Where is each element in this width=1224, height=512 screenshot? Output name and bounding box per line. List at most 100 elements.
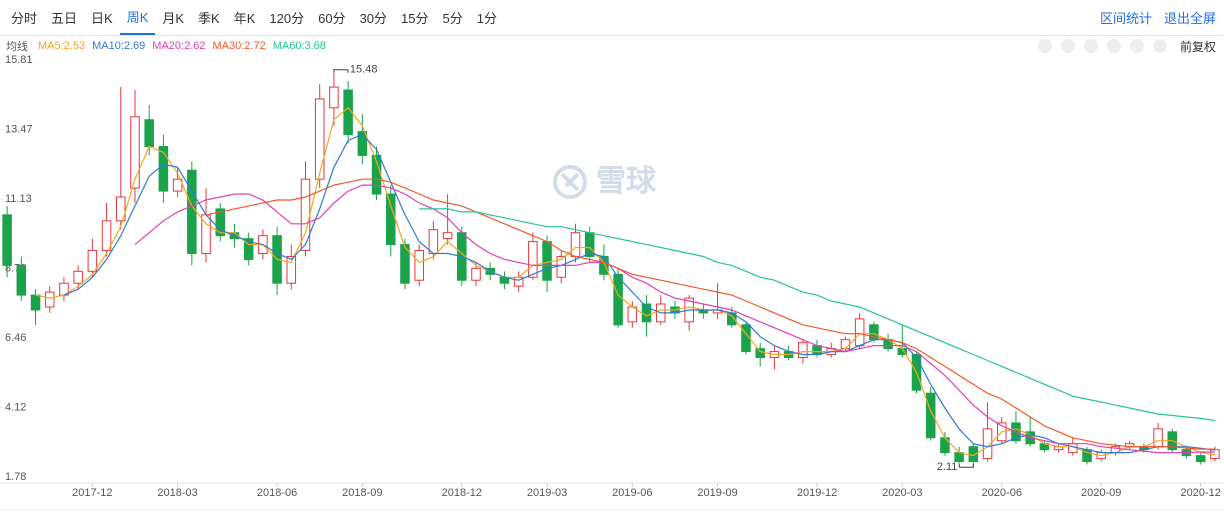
indicator-label: 均线 — [6, 41, 28, 53]
candle-body — [1195, 455, 1206, 463]
high-label: 15.48 — [350, 64, 378, 76]
candle-body — [428, 229, 439, 254]
period-tab[interactable]: 五日 — [51, 11, 78, 26]
watermark-logo — [553, 165, 587, 199]
candle-body — [840, 339, 851, 350]
period-tab[interactable]: 1分 — [476, 11, 497, 26]
period-tab[interactable]: 月K — [162, 11, 185, 26]
action-button[interactable]: 区间统计 — [1099, 11, 1152, 26]
legend-item: MA20:2.62 — [152, 40, 206, 52]
watermark-text: 雪球 — [596, 165, 657, 198]
candle-body — [613, 273, 623, 326]
candle-body — [414, 250, 424, 281]
x-tick-label: 2019-12 — [797, 487, 837, 499]
x-tick-label: 2020-06 — [982, 487, 1022, 499]
y-tick-label: 4.12 — [5, 401, 26, 413]
x-tick-label: 2020-12 — [1180, 487, 1220, 499]
x-tick-label: 2017-12 — [72, 487, 112, 499]
candle-body — [982, 428, 993, 460]
candle-body — [570, 232, 581, 257]
ma-line — [35, 107, 1215, 457]
period-tab[interactable]: 15分 — [401, 11, 429, 26]
candle-body — [925, 392, 936, 439]
x-tick-label: 2019-06 — [612, 487, 652, 499]
legend-item: MA60:3.68 — [272, 40, 326, 52]
candle-body — [1153, 428, 1163, 448]
tool-icons: 前复权 — [1037, 38, 1224, 55]
candle-body — [187, 169, 197, 254]
candle-body — [314, 98, 325, 180]
candle-body — [528, 241, 538, 278]
low-marker — [958, 464, 974, 468]
candle-body — [385, 193, 396, 246]
candle-body — [442, 232, 453, 240]
watermark-logo-mark — [560, 172, 580, 192]
left-button[interactable] — [1106, 39, 1121, 53]
candle-body — [243, 238, 254, 260]
actions: 区间统计 退出全屏 — [1100, 8, 1224, 27]
y-tick-label: 13.47 — [5, 123, 33, 135]
y-tick-label: 15.81 — [5, 54, 33, 66]
candle-body — [755, 348, 765, 359]
candle-body — [87, 250, 98, 272]
x-tick-label: 2019-09 — [697, 487, 737, 499]
x-tick-label: 2019-03 — [527, 487, 567, 499]
zoom-out-button[interactable] — [1083, 39, 1098, 53]
candle-body — [30, 294, 41, 311]
candle-body — [854, 318, 865, 347]
x-tick-label: 2018-09 — [342, 487, 382, 499]
candle-body — [172, 178, 183, 192]
candle-body — [2, 214, 12, 266]
watermark — [553, 165, 587, 199]
period-tab[interactable]: 年K — [233, 11, 256, 26]
toolbar: 分时 五日 日K 周K 月K 季K 年K 120分 60分 30分 15分 5分 1分 区间统计 退出全屏 — [0, 0, 1224, 36]
zoom-in-button[interactable] — [1060, 39, 1075, 53]
candle-body — [343, 89, 353, 136]
candle-body — [101, 220, 112, 252]
ma-line — [134, 184, 1215, 454]
period-tab[interactable]: 5分 — [442, 11, 463, 26]
y-tick-label: 1.78 — [5, 471, 26, 483]
action-button[interactable]: 退出全屏 — [1163, 11, 1216, 26]
period-tab[interactable]: 周K — [119, 0, 156, 35]
indicator-bar: 均线 MA5:2.53 MA10:2.69 MA20:2.62 MA30:2.72 MA… — [0, 36, 1224, 56]
candle-body — [357, 131, 368, 156]
candle-body — [812, 345, 822, 356]
period-tab[interactable]: 分时 — [11, 11, 38, 26]
candle-body — [215, 208, 226, 237]
low-label: 2.11 — [937, 461, 958, 473]
candle-body — [400, 244, 410, 284]
candle-body — [144, 119, 154, 147]
candle-body — [798, 342, 808, 359]
period-tab[interactable]: 日K — [91, 11, 113, 26]
adjust-button[interactable]: 前复权 — [1179, 39, 1216, 54]
x-tick-label: 2020-03 — [882, 487, 922, 499]
period-tab[interactable]: 季K — [198, 11, 220, 26]
legend-item: MA5:2.53 — [38, 40, 86, 52]
candle-body — [542, 241, 552, 281]
candle-body — [130, 116, 140, 189]
period-tab[interactable]: 120分 — [269, 11, 305, 26]
candle-body — [16, 264, 27, 296]
ma-line — [205, 178, 1215, 450]
legend-item: MA10:2.69 — [92, 40, 146, 52]
high-marker — [333, 69, 349, 73]
undo-button[interactable] — [1037, 39, 1052, 53]
period-tab[interactable]: 30分 — [359, 11, 388, 26]
y-tick-label: 6.46 — [5, 332, 26, 344]
right-button[interactable] — [1129, 39, 1144, 53]
x-tick-label: 2018-06 — [257, 487, 297, 499]
candle-button[interactable] — [1152, 39, 1167, 53]
period-tab[interactable]: 60分 — [318, 11, 346, 26]
candle-body — [329, 86, 339, 109]
ma-line — [63, 133, 1215, 454]
candle-body — [116, 196, 126, 222]
x-tick-label: 2020-09 — [1081, 487, 1121, 499]
legend-item: MA30:2.72 — [212, 40, 266, 52]
ma-line — [419, 208, 1215, 422]
period-tabs: 分时 五日 日K 周K 月K 季K 年K 120分 60分 30分 15分 5分 1分 — [0, 0, 504, 35]
y-tick-label: 11.13 — [5, 193, 32, 205]
candle-body — [471, 267, 481, 281]
